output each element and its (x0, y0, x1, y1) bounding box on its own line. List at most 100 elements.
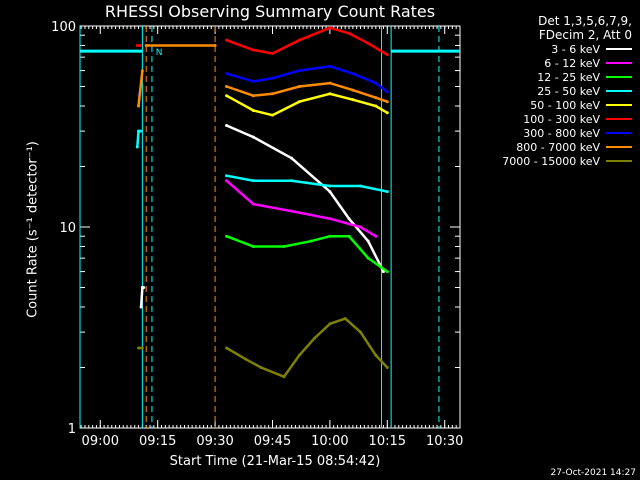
data-point (351, 88, 355, 92)
data-point (385, 270, 389, 274)
data-point (366, 239, 370, 243)
data-point (251, 79, 255, 83)
data-point (366, 256, 370, 260)
data-point (251, 94, 255, 98)
legend-entry: 6 - 12 keV (472, 56, 632, 70)
data-point (251, 135, 255, 139)
data-point (309, 239, 313, 243)
data-point (328, 217, 332, 221)
data-point (347, 234, 351, 238)
data-point (138, 43, 142, 47)
chart-title: RHESSI Observing Summary Count Rates (104, 2, 436, 21)
legend-swatch (606, 160, 632, 162)
data-point (251, 244, 255, 248)
data-point (385, 100, 389, 104)
axes (79, 25, 461, 429)
x-tick-label: 09:00 (82, 434, 119, 449)
data-point (282, 244, 286, 248)
data-point (244, 357, 248, 361)
legend-entry: 25 - 50 keV (472, 84, 632, 98)
data-series (135, 26, 389, 379)
data-point (144, 43, 148, 47)
data-point (374, 81, 378, 85)
data-point (225, 174, 229, 178)
data-point (213, 43, 217, 47)
series-line (139, 286, 144, 308)
legend-label: 3 - 6 keV (551, 42, 600, 56)
legend-swatch (606, 118, 632, 120)
data-point (359, 184, 363, 188)
data-point (297, 69, 301, 73)
x-tick-label: 10:00 (311, 434, 348, 449)
series-line (226, 65, 389, 93)
data-point (328, 81, 332, 85)
legend-header-line-2: FDecim 2, Att 0 (538, 28, 632, 42)
legend-entry: 50 - 100 keV (472, 98, 632, 112)
series-line (226, 26, 388, 56)
data-point (225, 234, 229, 238)
legend-entry: 12 - 25 keV (472, 70, 632, 84)
data-point (347, 31, 351, 35)
data-point (366, 41, 370, 45)
x-tick-label: 10:30 (426, 434, 463, 449)
y-axis-label: Count Rate (s⁻¹ detector⁻¹) (25, 141, 41, 318)
data-point (297, 85, 301, 89)
data-point (139, 305, 143, 309)
series-line (225, 317, 389, 379)
legend-swatch (606, 104, 632, 106)
legend-swatch (606, 132, 632, 134)
series-line (136, 129, 141, 148)
data-point (385, 190, 389, 194)
data-point (385, 365, 389, 369)
data-point (259, 365, 263, 369)
marker-lines: N (79, 26, 460, 428)
legend-label: 6 - 12 keV (544, 56, 600, 70)
data-point (374, 96, 378, 100)
data-point (138, 129, 142, 133)
data-point (251, 48, 255, 52)
data-point (225, 85, 229, 89)
legend: 3 - 6 keV 6 - 12 keV 12 - 25 keV 25 - 50 ke… (472, 42, 632, 168)
data-point (290, 209, 294, 213)
data-point (270, 113, 274, 117)
data-point (385, 90, 389, 94)
x-tick-label: 09:45 (254, 434, 291, 449)
data-point (282, 375, 286, 379)
data-point (351, 72, 355, 76)
tick-labels: 09:00 09:15 09:30 09:45 10:00 10:15 10:30 1 10 10… (51, 20, 463, 449)
legend-label: 800 - 7000 keV (516, 140, 600, 154)
x-tick-label: 10:15 (369, 434, 406, 449)
data-point (385, 53, 389, 57)
data-point (142, 286, 146, 290)
legend-entry: 100 - 300 keV (472, 112, 632, 126)
data-point (225, 346, 229, 350)
legend-swatch (606, 62, 632, 64)
data-point (385, 111, 389, 115)
legend-label: 100 - 300 keV (523, 112, 600, 126)
data-point (328, 234, 332, 238)
series-line (226, 174, 388, 193)
data-point (135, 43, 139, 47)
legend-swatch (606, 76, 632, 78)
legend-entry: 3 - 6 keV (472, 42, 632, 56)
data-point (225, 94, 229, 98)
y-tick-label: 100 (51, 20, 76, 35)
data-point (328, 322, 332, 326)
legend-entry: 800 - 7000 keV (472, 140, 632, 154)
x-tick-label: 09:15 (139, 434, 176, 449)
data-point (225, 123, 229, 127)
data-point (225, 179, 229, 183)
data-point (137, 346, 141, 350)
data-point (290, 156, 294, 160)
data-point (347, 217, 351, 221)
data-point (270, 76, 274, 80)
data-point (140, 69, 144, 73)
data-point (140, 346, 144, 350)
data-point (251, 202, 255, 206)
data-point (290, 179, 294, 183)
legend-entry: 300 - 800 keV (472, 126, 632, 140)
plot-frame (79, 25, 461, 429)
series-line (137, 70, 144, 107)
data-point (270, 92, 274, 96)
